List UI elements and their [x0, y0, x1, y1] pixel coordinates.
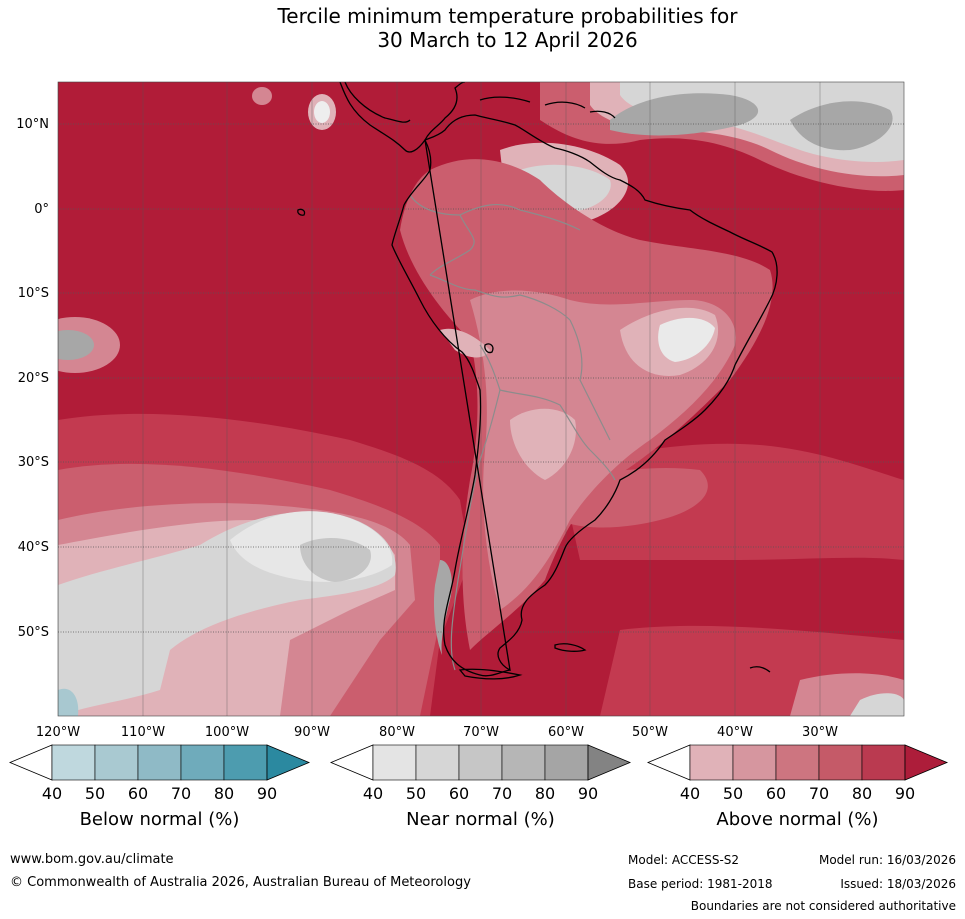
colorbar-low-triangle: [8, 744, 53, 781]
lat-label: 20°S: [18, 371, 49, 386]
colorbar-tick-label: 80: [852, 784, 872, 803]
colorbar-segment: [501, 744, 546, 781]
lon-label: 70°W: [463, 725, 499, 740]
colorbar-segment: [732, 744, 777, 781]
colorbar-title: Near normal (%): [406, 809, 555, 830]
colorbar-segment: [544, 744, 589, 781]
colorbar-tick-label: 70: [809, 784, 829, 803]
footer-model: Model: ACCESS-S2: [628, 853, 740, 867]
lat-label: 10°N: [16, 117, 49, 132]
lat-label: 50°S: [18, 625, 49, 640]
region-west-near-core: [58, 330, 94, 360]
lat-label: 10°S: [18, 286, 49, 301]
lat-label: 40°S: [18, 540, 49, 555]
region-ne-near-80: [610, 93, 759, 136]
colorbar-high-triangle: [266, 744, 311, 781]
colorbar-tick-label: 80: [214, 784, 234, 803]
colorbar-segment: [137, 744, 182, 781]
colorbar-segment: [818, 744, 863, 781]
footer-base-period: Base period: 1981-2018: [628, 877, 773, 891]
map-frame: [57, 81, 905, 717]
lon-label: 60°W: [548, 725, 584, 740]
footer-issued: Issued: 18/03/2026: [840, 877, 956, 891]
region-sw-below-50: [58, 688, 79, 716]
colorbar-title: Below normal (%): [80, 809, 240, 830]
country-borders: [409, 194, 616, 671]
colorbar-segment: [689, 744, 734, 781]
colorbar-tick-label: 60: [766, 784, 786, 803]
colorbar-segment: [775, 744, 820, 781]
colorbar-tick-label: 90: [578, 784, 598, 803]
colorbar-tick-label: 50: [406, 784, 426, 803]
colorbar-segment: [415, 744, 460, 781]
region-land-near-white: [658, 317, 715, 362]
lon-label: 110°W: [121, 725, 165, 740]
colorbar-tick-label: 60: [128, 784, 148, 803]
lat-label: 0°: [34, 202, 49, 217]
colorbar-tick-label: 70: [492, 784, 512, 803]
lon-label: 100°W: [205, 725, 249, 740]
region-ne-near-80b: [790, 101, 893, 151]
colorbar-tick-label: 40: [363, 784, 383, 803]
colorbar-below: 40 50 60 70 80 90 Below normal (%): [8, 744, 311, 830]
colorbar-tick-label: 50: [723, 784, 743, 803]
lon-labels: 120°W 110°W 100°W 90°W 80°W 70°W 60°W 50…: [36, 725, 838, 740]
colorbar-segment: [372, 744, 417, 781]
colorbar-high-triangle: [587, 744, 632, 781]
colorbar-low-triangle: [329, 744, 374, 781]
colorbar-segment: [223, 744, 268, 781]
lat-label: 30°S: [18, 455, 49, 470]
title-line-1: Tercile minimum temperature probabilitie…: [277, 4, 738, 28]
colorbar-high-triangle: [904, 744, 949, 781]
footer-disclaimer: Boundaries are not considered authoritat…: [690, 899, 956, 913]
region-satl-near: [850, 693, 904, 716]
colorbar-above: 40 50 60 70 80 90 Above normal (%): [646, 744, 949, 830]
coastlines: [297, 82, 778, 680]
footer-model-run: Model run: 16/03/2026: [818, 853, 956, 867]
colorbar-tick-label: 90: [257, 784, 277, 803]
colorbar-tick-label: 80: [535, 784, 555, 803]
region-ca-above-60: [252, 87, 272, 105]
colorbar-low-triangle: [646, 744, 691, 781]
map-panel: [58, 82, 904, 716]
colorbar-segment: [861, 744, 906, 781]
figure-title: Tercile minimum temperature probabilitie…: [0, 4, 965, 52]
region-peru-above-50: [440, 328, 490, 358]
lon-label: 90°W: [294, 725, 330, 740]
lat-labels: 10°N 0° 10°S 20°S 30°S 40°S 50°S: [16, 117, 49, 640]
colorbar-segment: [94, 744, 139, 781]
lon-label: 120°W: [36, 725, 80, 740]
footer-website: www.bom.gov.au/climate: [10, 852, 174, 867]
colorbar-tick-label: 60: [449, 784, 469, 803]
colorbar-tick-label: 90: [895, 784, 915, 803]
colorbar-tick-label: 40: [42, 784, 62, 803]
colorbar-near: 40 50 60 70 80 90 Near normal (%): [329, 744, 632, 830]
colorbar-segment: [51, 744, 96, 781]
region-ca-near-core: [314, 101, 330, 123]
lon-label: 80°W: [379, 725, 415, 740]
title-line-2: 30 March to 12 April 2026: [377, 28, 638, 52]
region-sw-near-60: [300, 538, 371, 582]
lon-label: 30°W: [802, 725, 838, 740]
colorbar-title: Above normal (%): [716, 809, 878, 830]
colorbar-segment: [458, 744, 503, 781]
colorbar-tick-label: 70: [171, 784, 191, 803]
colorbar-tick-label: 40: [680, 784, 700, 803]
region-patagonia-near: [433, 560, 452, 655]
lon-label: 50°W: [632, 725, 668, 740]
colorbar-tick-label: 50: [85, 784, 105, 803]
colorbar-segment: [180, 744, 225, 781]
footer-copyright: © Commonwealth of Australia 2026, Austra…: [10, 875, 471, 890]
lon-label: 40°W: [717, 725, 753, 740]
